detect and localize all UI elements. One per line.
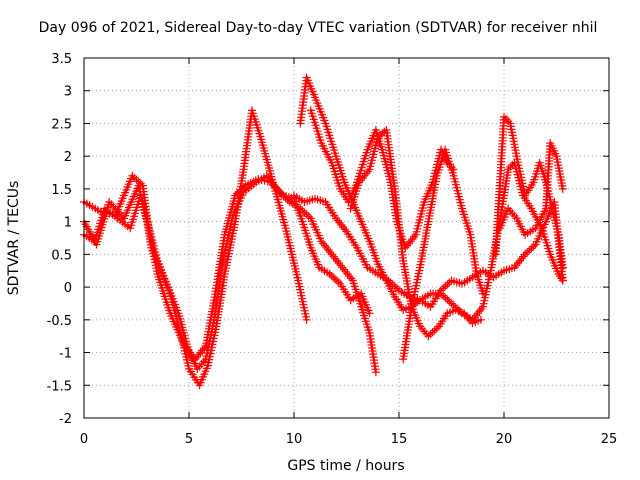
y-tick-label: 0 bbox=[64, 281, 72, 296]
x-tick-label: 15 bbox=[391, 432, 408, 447]
series-markers bbox=[80, 106, 311, 390]
y-tick-label: 1.5 bbox=[51, 183, 72, 198]
series-track-2 bbox=[80, 171, 380, 377]
x-tick-label: 25 bbox=[601, 432, 618, 447]
y-tick-label: -1 bbox=[59, 347, 72, 362]
series-markers bbox=[399, 145, 487, 364]
y-tick-label: -1.5 bbox=[47, 379, 72, 394]
x-tick-label: 5 bbox=[185, 432, 193, 447]
x-tick-label: 20 bbox=[496, 432, 513, 447]
x-tick-label: 0 bbox=[80, 432, 88, 447]
y-tick-label: 1 bbox=[64, 216, 72, 231]
axis-ticks: 0 5 10 15 20 25 3.5 3 2.5 2 1.5 1 0.5 0 -0.5 -1 -1.5 -2 bbox=[47, 52, 618, 447]
x-tick-label: 10 bbox=[286, 432, 303, 447]
series-line bbox=[82, 109, 308, 387]
y-tick-label: 2.5 bbox=[51, 117, 72, 132]
series-track-7 bbox=[346, 126, 485, 341]
series-track-10 bbox=[495, 139, 567, 239]
y-tick-label: 3.5 bbox=[51, 52, 72, 67]
plot-frame bbox=[83, 57, 610, 419]
y-tick-label: -2 bbox=[59, 412, 72, 427]
y-axis-label: SDTVAR / TECUs bbox=[6, 181, 22, 296]
series-markers bbox=[346, 126, 485, 341]
series-track-8 bbox=[399, 145, 487, 364]
y-tick-label: 0.5 bbox=[51, 248, 72, 263]
grid-lines bbox=[84, 58, 609, 418]
series-markers bbox=[495, 139, 567, 239]
chart-title: Day 096 of 2021, Sidereal Day-to-day VTE… bbox=[39, 20, 598, 36]
y-tick-label: 2 bbox=[64, 150, 72, 165]
y-tick-label: 3 bbox=[64, 85, 72, 100]
series-line bbox=[402, 148, 485, 361]
series-track-1 bbox=[80, 106, 311, 390]
y-tick-label: -0.5 bbox=[47, 314, 72, 329]
data-series bbox=[80, 73, 567, 390]
series-markers bbox=[80, 171, 380, 377]
x-axis-label: GPS time / hours bbox=[287, 458, 404, 474]
